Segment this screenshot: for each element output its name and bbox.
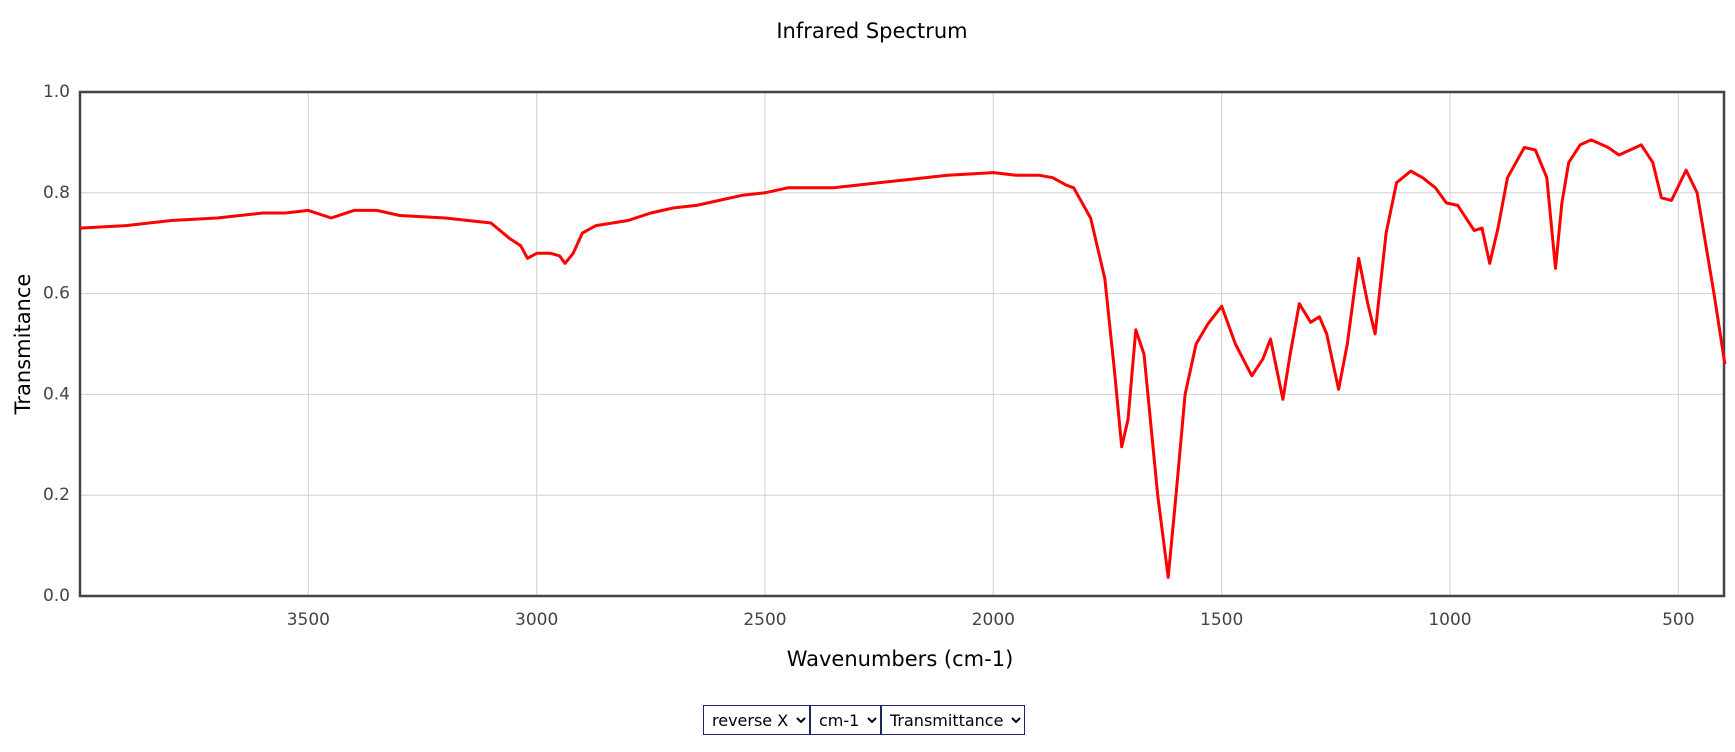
x-tick-label: 1000 xyxy=(1428,610,1471,630)
x-tick-label: 2000 xyxy=(972,610,1015,630)
x-tick-label: 2500 xyxy=(743,610,786,630)
dropdown[interactable]: Transmittance xyxy=(881,705,1025,735)
x-axis-label: Wavenumbers (cm-1) xyxy=(787,647,1014,671)
spectrum-line xyxy=(79,138,1727,579)
x-tick-label: 500 xyxy=(1662,610,1694,630)
y-tick-label: 0.0 xyxy=(43,586,70,606)
y-axis-label: Transmitance xyxy=(11,274,35,416)
y-tick-label: 0.2 xyxy=(43,485,70,505)
dropdown[interactable]: reverse X xyxy=(703,705,810,735)
y-tick-label: 1.0 xyxy=(43,82,70,102)
x-tick-label: 3500 xyxy=(287,610,330,630)
chart: Infrared Spectrum Wavenumbers (cm-1) Tra… xyxy=(11,19,1727,671)
x-tick-label: 3000 xyxy=(515,610,558,630)
dropdown[interactable]: cm-1 xyxy=(810,705,881,735)
plot-frame xyxy=(78,90,1726,598)
x-tick-label: 1500 xyxy=(1200,610,1243,630)
chart-title: Infrared Spectrum xyxy=(776,19,967,43)
y-tick-label: 0.4 xyxy=(43,384,70,404)
y-tick-label: 0.6 xyxy=(43,284,70,304)
y-tick-label: 0.8 xyxy=(43,183,70,203)
